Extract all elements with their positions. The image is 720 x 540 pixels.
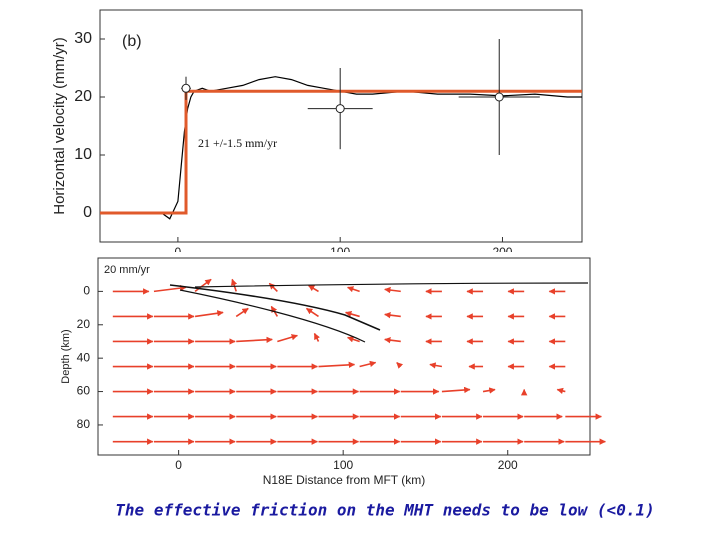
annotation: 21 +/-1.5 mm/yr xyxy=(198,136,277,150)
velocity-arrow xyxy=(482,387,496,394)
data-point xyxy=(181,83,191,93)
top-chart: 01020300100200Horizontal velocity (mm/yr… xyxy=(51,30,582,259)
velocity-arrow xyxy=(441,386,471,394)
velocity-arrow xyxy=(347,286,360,293)
velocity-arrow xyxy=(347,336,360,343)
velocity-arrow xyxy=(268,282,278,292)
velocity-arrow xyxy=(345,310,360,318)
x-axis-label: N18E Distance from MFT (km) xyxy=(263,473,425,487)
series-line xyxy=(100,76,582,220)
velocity-arrow xyxy=(429,362,443,369)
velocity-arrow xyxy=(277,334,298,343)
scale-label: 20 mm/yr xyxy=(104,264,150,276)
x-tick-label: 100 xyxy=(333,458,353,472)
y-tick-label: 60 xyxy=(77,384,91,398)
velocity-arrow xyxy=(194,278,212,293)
y-axis-label: Depth (km) xyxy=(60,329,72,383)
top-frame xyxy=(99,9,583,243)
y-tick-label: 80 xyxy=(77,417,91,431)
velocity-arrow xyxy=(305,307,319,318)
velocity-arrow xyxy=(235,307,249,318)
velocity-arrow xyxy=(307,284,319,293)
velocity-arrow xyxy=(396,361,404,369)
bottom-chart: 0 20 40 60 80 0 100 200 Depth (km) N18E Distance … xyxy=(60,264,606,487)
y-tick-label: 30 xyxy=(74,30,92,47)
data-point xyxy=(494,92,504,102)
fault-line xyxy=(179,289,366,343)
y-tick-label: 20 xyxy=(74,88,92,105)
velocity-arrow xyxy=(384,286,401,294)
surface-line xyxy=(194,282,589,288)
y-tick-label: 0 xyxy=(83,204,92,221)
velocity-arrow xyxy=(359,360,377,368)
velocity-arrow xyxy=(153,284,187,293)
panel-label: (b) xyxy=(122,33,142,50)
x-tick-label: 200 xyxy=(498,458,518,472)
fault-line xyxy=(169,284,381,331)
y-tick-label: 10 xyxy=(74,146,92,163)
velocity-arrow xyxy=(236,336,273,343)
velocity-arrow xyxy=(313,332,320,342)
velocity-arrow xyxy=(231,278,238,292)
bottom-frame xyxy=(97,257,591,456)
x-tick-label: 0 xyxy=(175,458,182,472)
velocity-arrow xyxy=(384,337,401,344)
velocity-arrow xyxy=(318,361,356,369)
y-tick-label: 40 xyxy=(77,350,91,364)
caption: The effective friction on the MHT needs … xyxy=(115,501,654,520)
y-tick-label: 20 xyxy=(77,317,91,331)
velocity-arrow xyxy=(194,310,224,318)
y-axis-label: Horizontal velocity (mm/yr) xyxy=(51,37,68,215)
velocity-arrow xyxy=(384,311,401,319)
data-point xyxy=(335,104,345,114)
y-tick-label: 0 xyxy=(83,284,90,298)
series-line xyxy=(100,89,582,215)
velocity-arrow xyxy=(556,387,566,395)
